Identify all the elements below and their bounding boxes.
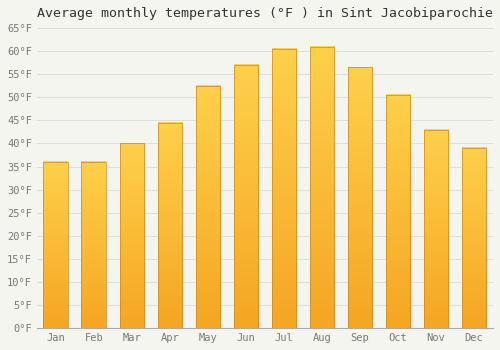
Bar: [196, 86, 220, 328]
Bar: [462, 148, 486, 328]
Bar: [120, 144, 144, 328]
Bar: [424, 130, 448, 328]
Bar: [158, 123, 182, 328]
Bar: [196, 86, 220, 328]
Bar: [82, 162, 106, 328]
Bar: [44, 162, 68, 328]
Bar: [234, 65, 258, 328]
Bar: [158, 123, 182, 328]
Bar: [310, 47, 334, 328]
Bar: [386, 95, 410, 328]
Bar: [348, 67, 372, 328]
Bar: [386, 95, 410, 328]
Bar: [234, 65, 258, 328]
Bar: [310, 47, 334, 328]
Title: Average monthly temperatures (°F ) in Sint Jacobiparochie: Average monthly temperatures (°F ) in Si…: [37, 7, 493, 20]
Bar: [44, 162, 68, 328]
Bar: [348, 67, 372, 328]
Bar: [82, 162, 106, 328]
Bar: [272, 49, 296, 328]
Bar: [120, 144, 144, 328]
Bar: [424, 130, 448, 328]
Bar: [462, 148, 486, 328]
Bar: [272, 49, 296, 328]
